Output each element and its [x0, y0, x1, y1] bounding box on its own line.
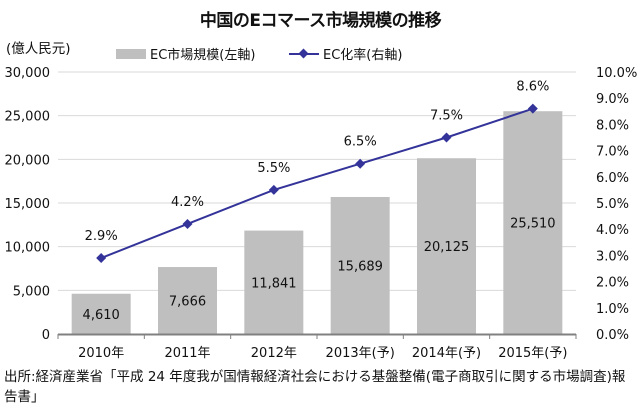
left-axis-tick-label: 20,000: [5, 153, 51, 168]
bar: [71, 293, 131, 334]
legend-label-market-size: EC市場規模(左軸): [150, 48, 256, 63]
bar-data-label: 15,689: [337, 259, 383, 274]
x-axis-tick-label: 2010年: [78, 346, 124, 361]
x-axis-tick-label: 2011年: [164, 346, 210, 361]
line-point-marker: [268, 184, 279, 195]
bar-data-label: 11,841: [251, 276, 297, 291]
bar: [158, 267, 217, 334]
line-data-label: 2.9%: [85, 229, 118, 244]
line-data-label: 8.6%: [516, 80, 549, 95]
line-point-marker: [527, 103, 538, 114]
bar-data-label: 20,125: [424, 240, 470, 255]
left-axis-tick-label: 0: [42, 328, 50, 343]
line-data-label: 6.5%: [344, 135, 377, 150]
legend-item-ec-rate: EC化率(右軸): [289, 44, 402, 63]
right-axis-tick-label: 3.0%: [596, 249, 629, 264]
left-axis-tick-label: 5,000: [13, 284, 50, 299]
line-point-marker: [182, 218, 193, 229]
right-axis-tick-label: 10.0%: [596, 66, 637, 81]
source-note: 出所:経済産業省「平成 24 年度我が国情報経済社会における基盤整備(電子商取引…: [4, 369, 626, 405]
legend-bar-swatch-icon: [116, 48, 146, 59]
left-axis-tick-label: 15,000: [5, 197, 51, 212]
legend-item-market-size: EC市場規模(左軸): [116, 44, 255, 63]
x-axis-tick-label: 2012年: [251, 346, 297, 361]
bar: [503, 111, 563, 334]
right-axis-tick-label: 0.0%: [596, 328, 629, 343]
chart-title: 中国のEコマース市場規模の推移: [199, 11, 442, 31]
bar: [330, 196, 390, 334]
right-axis-tick-label: 7.0%: [596, 145, 629, 160]
bar-data-label: 4,610: [83, 308, 120, 323]
left-axis-tick-label: 25,000: [5, 110, 51, 125]
line-data-label: 5.5%: [257, 161, 290, 176]
bar-data-label: 25,510: [510, 217, 556, 232]
right-axis-tick-label: 9.0%: [596, 92, 629, 107]
right-axis-tick-label: 5.0%: [596, 197, 629, 212]
right-axis-tick-label: 2.0%: [596, 276, 629, 291]
x-axis-tick-label: 2014年(予): [412, 346, 481, 361]
bar-data-label: 7,666: [169, 295, 206, 310]
legend-label-ec-rate: EC化率(右軸): [323, 48, 403, 63]
left-axis-unit-label: (億人民元): [6, 41, 71, 57]
right-axis-tick-label: 8.0%: [596, 118, 629, 133]
line-point-marker: [96, 253, 107, 264]
line-data-label: 4.2%: [171, 195, 204, 210]
x-axis-tick-label: 2015年(予): [498, 346, 567, 361]
line-point-marker: [355, 158, 366, 169]
right-axis-tick-label: 4.0%: [596, 223, 629, 238]
left-axis-tick-label: 10,000: [5, 241, 51, 256]
right-axis-tick-label: 6.0%: [596, 171, 629, 186]
left-axis-tick-label: 30,000: [5, 66, 51, 81]
line-data-label: 7.5%: [430, 109, 463, 124]
bar: [244, 230, 304, 334]
line-point-marker: [441, 132, 452, 143]
right-axis-tick-label: 1.0%: [596, 302, 629, 317]
x-axis-tick-label: 2013年(予): [326, 346, 395, 361]
legend-line-diamond-icon: [289, 49, 319, 59]
ec-rate-line: [100, 107, 534, 259]
bar: [417, 158, 476, 334]
